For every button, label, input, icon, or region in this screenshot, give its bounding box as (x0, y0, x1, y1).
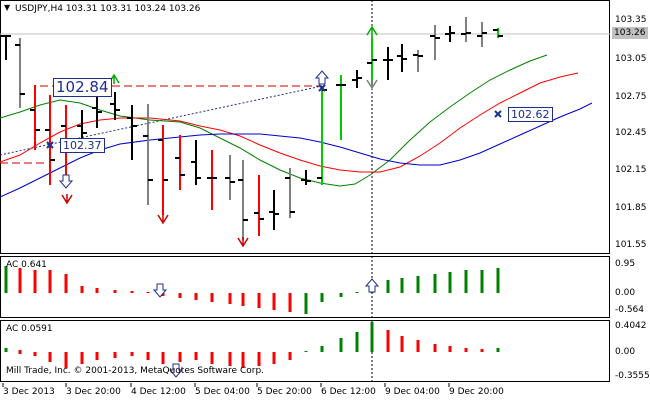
indicator-tick: 0.4042 (615, 321, 647, 331)
price-label-102-62[interactable]: 102.62 (508, 107, 553, 122)
price-label-102-37[interactable]: 102.37 (60, 138, 105, 153)
time-axis-label: 4 Dec 12:00 (131, 387, 186, 397)
indicator-frame (0, 320, 610, 382)
cross-marker-icon (46, 141, 54, 149)
indicator-title: AC 0.641 (6, 260, 47, 270)
indicator-frame (0, 256, 610, 318)
price-tick: 102.75 (615, 92, 647, 102)
price-tick: 101.55 (615, 240, 647, 250)
time-axis-label: 5 Dec 04:00 (195, 387, 250, 397)
indicator-tick: -0.3555 (615, 371, 650, 381)
time-axis-label: 3 Dec 20:00 (66, 387, 121, 397)
ac-histogram-2 (0, 320, 610, 382)
indicator-title: AC 0.0591 (6, 324, 53, 334)
copyright-watermark: Mill Trade, Inc. © 2001-2013, MetaQuotes… (6, 366, 265, 376)
moving-average-red-line (0, 72, 579, 173)
ac-histogram-1 (0, 256, 610, 318)
indicator-tick: 0.00 (615, 347, 636, 357)
symbol-info: USDJPY,H4 103.31 103.31 103.24 103.26 (15, 4, 201, 14)
price-tick: 102.15 (615, 165, 647, 175)
fractal-down-icon (366, 79, 378, 90)
dropdown-arrow-icon[interactable]: ▼ (4, 3, 11, 12)
time-axis-label: 5 Dec 20:00 (257, 387, 312, 397)
main-chart-panel[interactable]: ▼ USDJPY,H4 103.31 103.31 103.24 103.26 … (0, 0, 650, 256)
sell-arrow-icon (152, 283, 168, 298)
price-chart[interactable] (0, 0, 650, 256)
cross-marker-icon (494, 110, 502, 118)
fractal-down-icon (61, 194, 73, 205)
time-axis-label: 9 Dec 20:00 (449, 387, 504, 397)
price-tick: 101.85 (615, 203, 647, 213)
price-tick: 103.05 (615, 54, 647, 64)
indicator-tick: -0.564 (615, 305, 645, 315)
ac-indicator-panel-2[interactable]: AC 0.0591 0.4042 0.00 -0.3555 Mill Trade… (0, 320, 650, 382)
price-tick: 102.45 (615, 128, 647, 138)
cross-marker-icon (318, 84, 326, 92)
indicator-tick: 0.00 (615, 288, 636, 298)
buy-arrow-icon (364, 278, 380, 293)
buy-arrow-icon (314, 70, 330, 85)
fractal-up-icon (366, 25, 378, 36)
sell-arrow-icon (168, 363, 184, 378)
ac-indicator-panel-1[interactable]: AC 0.641 0.95 0.00 -0.564 (0, 256, 650, 318)
price-label-102-84[interactable]: 102.84 (53, 78, 112, 97)
time-axis-label: 3 Dec 2013 (3, 387, 55, 397)
fractal-down-icon (237, 237, 249, 248)
time-axis-label: 9 Dec 04:00 (385, 387, 440, 397)
fractal-down-icon (157, 214, 169, 225)
sell-arrow-icon (58, 174, 74, 189)
indicator-tick: 0.95 (615, 259, 636, 269)
current-price-badge: 103.26 (612, 27, 648, 39)
time-axis-label: 6 Dec 12:00 (321, 387, 376, 397)
price-tick: 103.35 (615, 15, 647, 25)
chart-frame (0, 0, 610, 254)
